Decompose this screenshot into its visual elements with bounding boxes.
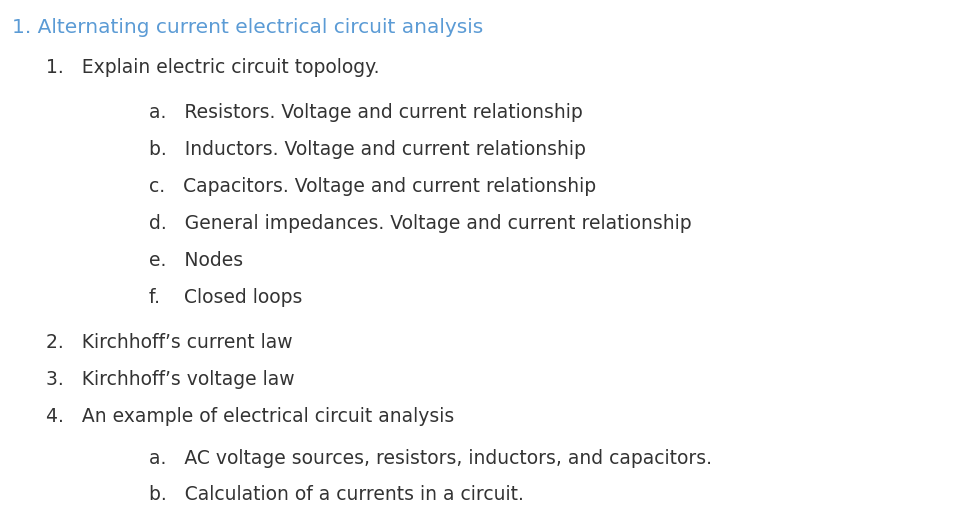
Text: 1. Alternating current electrical circuit analysis: 1. Alternating current electrical circui… (12, 18, 483, 37)
Text: c.   Capacitors. Voltage and current relationship: c. Capacitors. Voltage and current relat… (149, 177, 596, 196)
Text: 1.   Explain electric circuit topology.: 1. Explain electric circuit topology. (46, 58, 380, 77)
Text: 3.   Kirchhoff’s voltage law: 3. Kirchhoff’s voltage law (46, 370, 295, 389)
Text: f.    Closed loops: f. Closed loops (149, 288, 303, 307)
Text: 4.   An example of electrical circuit analysis: 4. An example of electrical circuit anal… (46, 407, 455, 426)
Text: a.   AC voltage sources, resistors, inductors, and capacitors.: a. AC voltage sources, resistors, induct… (149, 449, 712, 468)
Text: b.   Calculation of a currents in a circuit.: b. Calculation of a currents in a circui… (149, 485, 524, 504)
Text: 2.   Kirchhoff’s current law: 2. Kirchhoff’s current law (46, 333, 293, 352)
Text: d.   General impedances. Voltage and current relationship: d. General impedances. Voltage and curre… (149, 214, 692, 233)
Text: b.   Inductors. Voltage and current relationship: b. Inductors. Voltage and current relati… (149, 140, 586, 159)
Text: e.   Nodes: e. Nodes (149, 251, 243, 270)
Text: a.   Resistors. Voltage and current relationship: a. Resistors. Voltage and current relati… (149, 103, 582, 122)
